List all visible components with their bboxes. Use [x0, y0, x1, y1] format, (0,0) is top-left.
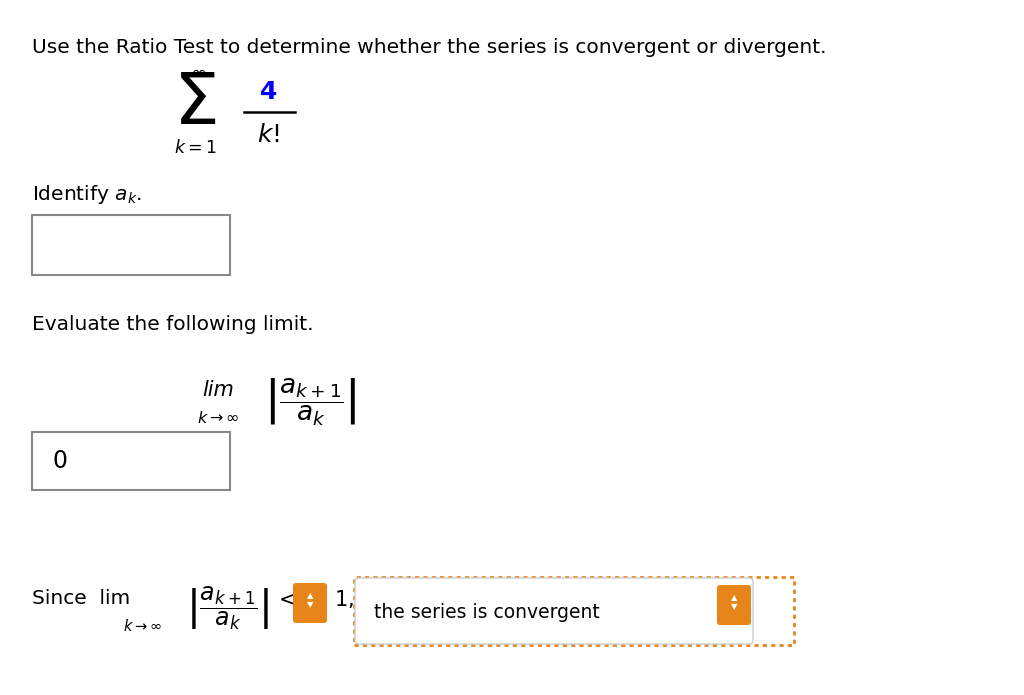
Text: $\mathbf{4}$: $\mathbf{4}$ — [259, 80, 278, 104]
Text: Since  lim: Since lim — [32, 589, 130, 607]
Text: $\left|\dfrac{a_{k+1}}{a_k}\right|$: $\left|\dfrac{a_{k+1}}{a_k}\right|$ — [264, 377, 356, 427]
Text: $k = 1$: $k = 1$ — [174, 139, 216, 157]
FancyBboxPatch shape — [354, 577, 794, 645]
Text: Identify $a_k$.: Identify $a_k$. — [32, 183, 142, 206]
Text: Use the Ratio Test to determine whether the series is convergent or divergent.: Use the Ratio Test to determine whether … — [32, 38, 826, 57]
Text: $\infty$: $\infty$ — [189, 63, 206, 81]
Text: Evaluate the following limit.: Evaluate the following limit. — [32, 316, 313, 334]
Text: lim: lim — [202, 380, 233, 400]
Text: $0$: $0$ — [52, 449, 68, 473]
Text: $1,$: $1,$ — [334, 588, 354, 610]
Text: $k \rightarrow \infty$: $k \rightarrow \infty$ — [124, 618, 163, 634]
Text: the series is convergent: the series is convergent — [374, 603, 600, 621]
Text: ▲
▼: ▲ ▼ — [307, 591, 313, 610]
FancyBboxPatch shape — [32, 215, 230, 275]
Text: $\Sigma$: $\Sigma$ — [173, 70, 216, 140]
Text: $<$: $<$ — [274, 590, 296, 610]
FancyBboxPatch shape — [293, 583, 327, 623]
Text: $k \rightarrow \infty$: $k \rightarrow \infty$ — [197, 410, 240, 426]
Text: ▲
▼: ▲ ▼ — [731, 593, 737, 612]
FancyBboxPatch shape — [717, 585, 751, 625]
FancyBboxPatch shape — [355, 578, 753, 644]
Text: $\left|\dfrac{a_{k+1}}{a_k}\right|$: $\left|\dfrac{a_{k+1}}{a_k}\right|$ — [186, 584, 269, 632]
FancyBboxPatch shape — [32, 432, 230, 490]
Text: $k!$: $k!$ — [257, 123, 280, 147]
